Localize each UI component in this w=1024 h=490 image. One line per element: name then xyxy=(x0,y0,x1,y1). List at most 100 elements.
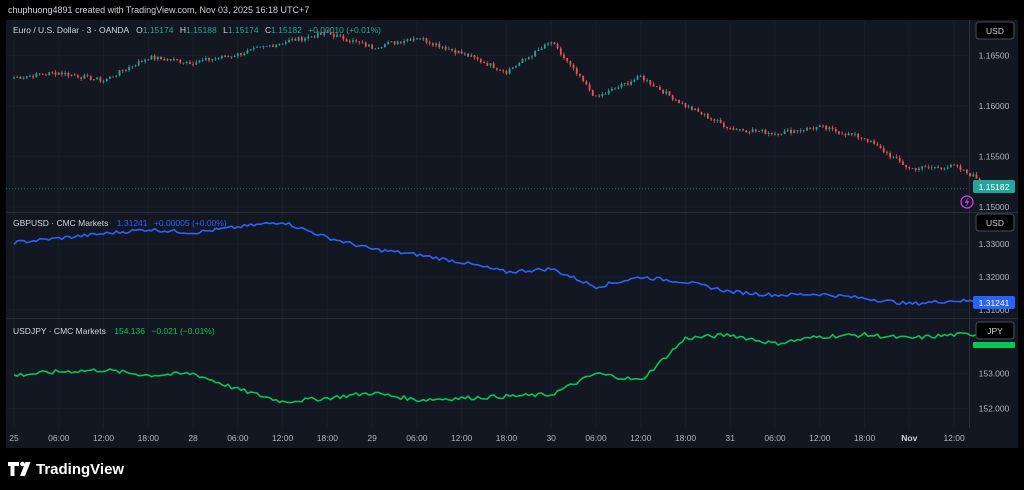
candle-body xyxy=(422,38,425,40)
eurusd-legend[interactable]: Euro / U.S. Dollar · 3 · OANDA O1.15174 … xyxy=(13,25,381,35)
candle-body xyxy=(521,59,524,63)
candle-body xyxy=(483,62,485,64)
candle-body xyxy=(460,51,463,54)
price-axis-tick-label: 1.15500 xyxy=(979,151,1010,161)
candle-body xyxy=(288,40,290,43)
candle-body xyxy=(348,41,351,43)
candle-body xyxy=(959,166,962,170)
gbpusd-currency-button[interactable]: USD xyxy=(975,213,1015,232)
candle-body xyxy=(342,35,345,40)
price-axis-ticks[interactable]: 1.16500 1.16000 1.15500 1.15000 1.33000 1.320… xyxy=(979,50,1010,413)
candle-body xyxy=(396,41,399,44)
lightning-icon[interactable] xyxy=(960,195,974,209)
candle-body xyxy=(492,63,495,69)
candle-body xyxy=(511,67,514,69)
candle-body xyxy=(16,76,19,78)
usdjpy-series[interactable] xyxy=(13,331,1000,404)
candle-body xyxy=(339,34,342,36)
candle-body xyxy=(694,108,696,110)
candle-body xyxy=(921,166,924,169)
candle-body xyxy=(604,93,607,95)
candle-body xyxy=(607,90,610,94)
candle-body xyxy=(249,49,252,51)
candle-body xyxy=(156,56,159,60)
candle-body xyxy=(246,50,249,54)
candle-body xyxy=(323,32,326,35)
candle-body xyxy=(754,129,757,132)
candle-body xyxy=(540,48,543,50)
candle-body xyxy=(403,41,406,43)
candle-body xyxy=(265,45,268,47)
candle-body xyxy=(281,43,284,45)
time-axis[interactable]: 25 06:00 12:00 18:00 28 06:00 12:00 18:00 29 06:0… xyxy=(9,433,965,443)
candle-body xyxy=(345,39,348,42)
candle-body xyxy=(531,56,533,58)
candle-body xyxy=(924,166,927,168)
candle-body xyxy=(575,68,578,74)
candle-body xyxy=(201,60,204,61)
eurusd-currency-button[interactable]: USD xyxy=(975,21,1015,40)
candle-body xyxy=(195,62,198,65)
candle-body xyxy=(617,87,620,89)
low-value: 1.15174 xyxy=(228,25,259,35)
candle-body xyxy=(700,111,703,115)
gbpusd-series[interactable] xyxy=(13,221,999,306)
candle-body xyxy=(806,127,808,131)
candle-body xyxy=(48,72,51,75)
candle-body xyxy=(320,32,322,35)
time-axis-label: 18:00 xyxy=(138,433,160,443)
candle-body xyxy=(572,64,575,69)
candle-body xyxy=(799,130,802,132)
candle-body xyxy=(326,32,329,33)
usdjpy-change: −0.021 (−0.01%) xyxy=(151,326,214,336)
candle-body xyxy=(153,55,156,60)
candle-body xyxy=(99,77,102,82)
candle-body xyxy=(722,123,725,127)
time-axis-label: 18:00 xyxy=(317,433,339,443)
usdjpy-currency-button[interactable]: JPY xyxy=(975,321,1015,340)
candle-body xyxy=(831,127,834,129)
gbpusd-legend[interactable]: GBPUSD · CMC Markets 1.31241 +0.00005 (+… xyxy=(13,218,227,228)
candle-body xyxy=(336,34,338,37)
gbpusd-symbol[interactable]: GBPUSD · CMC Markets xyxy=(13,218,108,228)
candle-body xyxy=(684,103,687,108)
candle-body xyxy=(431,43,434,46)
candle-body xyxy=(697,108,700,112)
time-axis-label: 06:00 xyxy=(406,433,428,443)
candle-body xyxy=(243,53,246,56)
gbpusd-value: 1.31241 xyxy=(117,218,148,228)
candle-body xyxy=(547,43,549,45)
candle-body xyxy=(860,137,863,139)
candle-body xyxy=(32,75,35,78)
candle-body xyxy=(665,91,668,94)
candle-body xyxy=(889,153,892,158)
candle-body xyxy=(905,164,908,168)
usdjpy-legend[interactable]: USDJPY · CMC Markets 154.136 −0.021 (−0.… xyxy=(13,326,215,336)
eurusd-symbol[interactable]: Euro / U.S. Dollar · 3 · OANDA xyxy=(13,25,130,35)
candle-body xyxy=(588,84,591,91)
candle-body xyxy=(112,76,115,78)
candle-body xyxy=(841,133,844,135)
candle-body xyxy=(902,161,904,165)
usdjpy-symbol[interactable]: USDJPY · CMC Markets xyxy=(13,326,106,336)
candle-body xyxy=(726,126,728,129)
candle-body xyxy=(380,47,383,49)
candle-body xyxy=(198,60,201,63)
candle-body xyxy=(758,131,760,132)
time-axis-label: 06:00 xyxy=(48,433,70,443)
candle-body xyxy=(505,71,508,74)
candle-body xyxy=(233,56,236,57)
candle-body xyxy=(447,48,450,50)
candle-body xyxy=(294,39,297,41)
candle-body xyxy=(937,166,940,168)
high-label: H xyxy=(180,25,186,35)
candle-body xyxy=(527,57,530,59)
candle-body xyxy=(783,130,786,135)
candle-body xyxy=(802,130,805,132)
candle-body xyxy=(687,106,690,108)
candle-body xyxy=(854,133,856,135)
time-axis-label: 30 xyxy=(546,433,556,443)
usdjpy-price-tag xyxy=(973,342,1015,348)
candle-body xyxy=(681,103,684,104)
candle-body xyxy=(109,76,111,79)
